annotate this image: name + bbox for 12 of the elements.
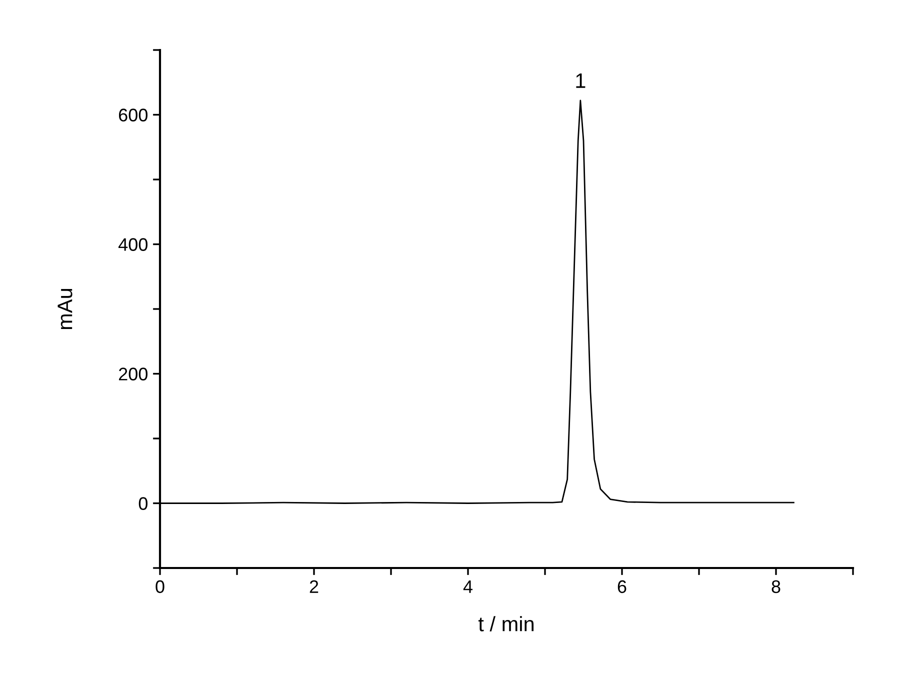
y-axis-title: mAu <box>58 288 72 330</box>
y-tick-label: 200 <box>118 368 148 380</box>
x-tick-label: 0 <box>156 580 164 594</box>
y-tick-label: 0 <box>138 497 148 510</box>
y-tick-label: 400 <box>118 238 148 251</box>
x-axis-title: t / min <box>478 616 534 632</box>
y-tick-label: 600 <box>118 108 148 122</box>
x-tick-label: 2 <box>310 580 318 593</box>
x-tick-label: 4 <box>463 580 472 593</box>
x-tick-label: 6 <box>618 580 626 594</box>
annotation: 1 <box>576 74 586 88</box>
x-tick-label: 8 <box>772 580 780 594</box>
